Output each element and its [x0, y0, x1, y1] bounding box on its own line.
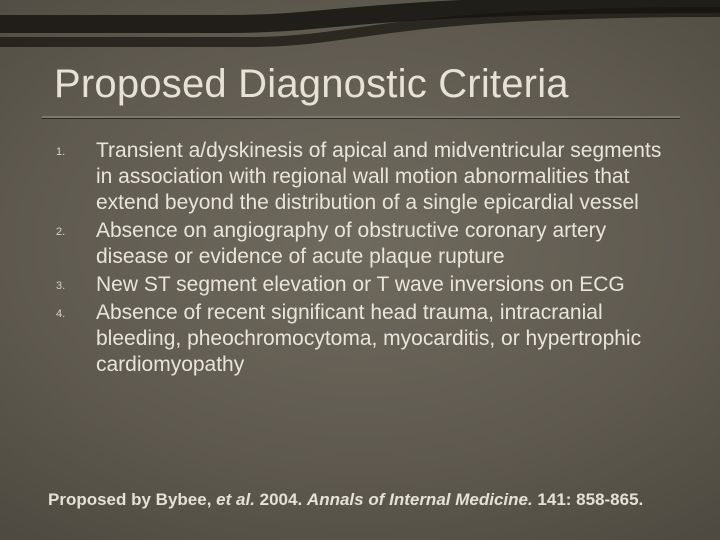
- citation-journal: Annals of Internal Medicine.: [307, 490, 533, 509]
- list-number: 4.: [56, 300, 96, 378]
- list-number: 3.: [56, 272, 96, 298]
- citation: Proposed by Bybee, et al. 2004. Annals o…: [48, 490, 680, 510]
- list-text: Transient a/dyskinesis of apical and mid…: [96, 138, 672, 216]
- list-text: Absence on angiography of obstructive co…: [96, 218, 672, 270]
- citation-prefix: Proposed by Bybee,: [48, 490, 216, 509]
- list-item: 4. Absence of recent significant head tr…: [56, 300, 672, 378]
- slide: Proposed Diagnostic Criteria 1. Transien…: [0, 0, 720, 540]
- list-item: 3. New ST segment elevation or T wave in…: [56, 272, 672, 298]
- citation-year: 2004.: [255, 490, 307, 509]
- corner-accent: [0, 0, 720, 64]
- list-item: 2. Absence on angiography of obstructive…: [56, 218, 672, 270]
- list-number: 2.: [56, 218, 96, 270]
- list-item: 1. Transient a/dyskinesis of apical and …: [56, 138, 672, 216]
- slide-title: Proposed Diagnostic Criteria: [54, 62, 680, 107]
- title-underline: [42, 116, 680, 119]
- citation-etal: et al.: [216, 490, 255, 509]
- list-number: 1.: [56, 138, 96, 216]
- citation-suffix: 141: 858-865.: [533, 490, 644, 509]
- list-text: New ST segment elevation or T wave inver…: [96, 272, 672, 298]
- list-text: Absence of recent significant head traum…: [96, 300, 672, 378]
- criteria-list: 1. Transient a/dyskinesis of apical and …: [56, 138, 672, 380]
